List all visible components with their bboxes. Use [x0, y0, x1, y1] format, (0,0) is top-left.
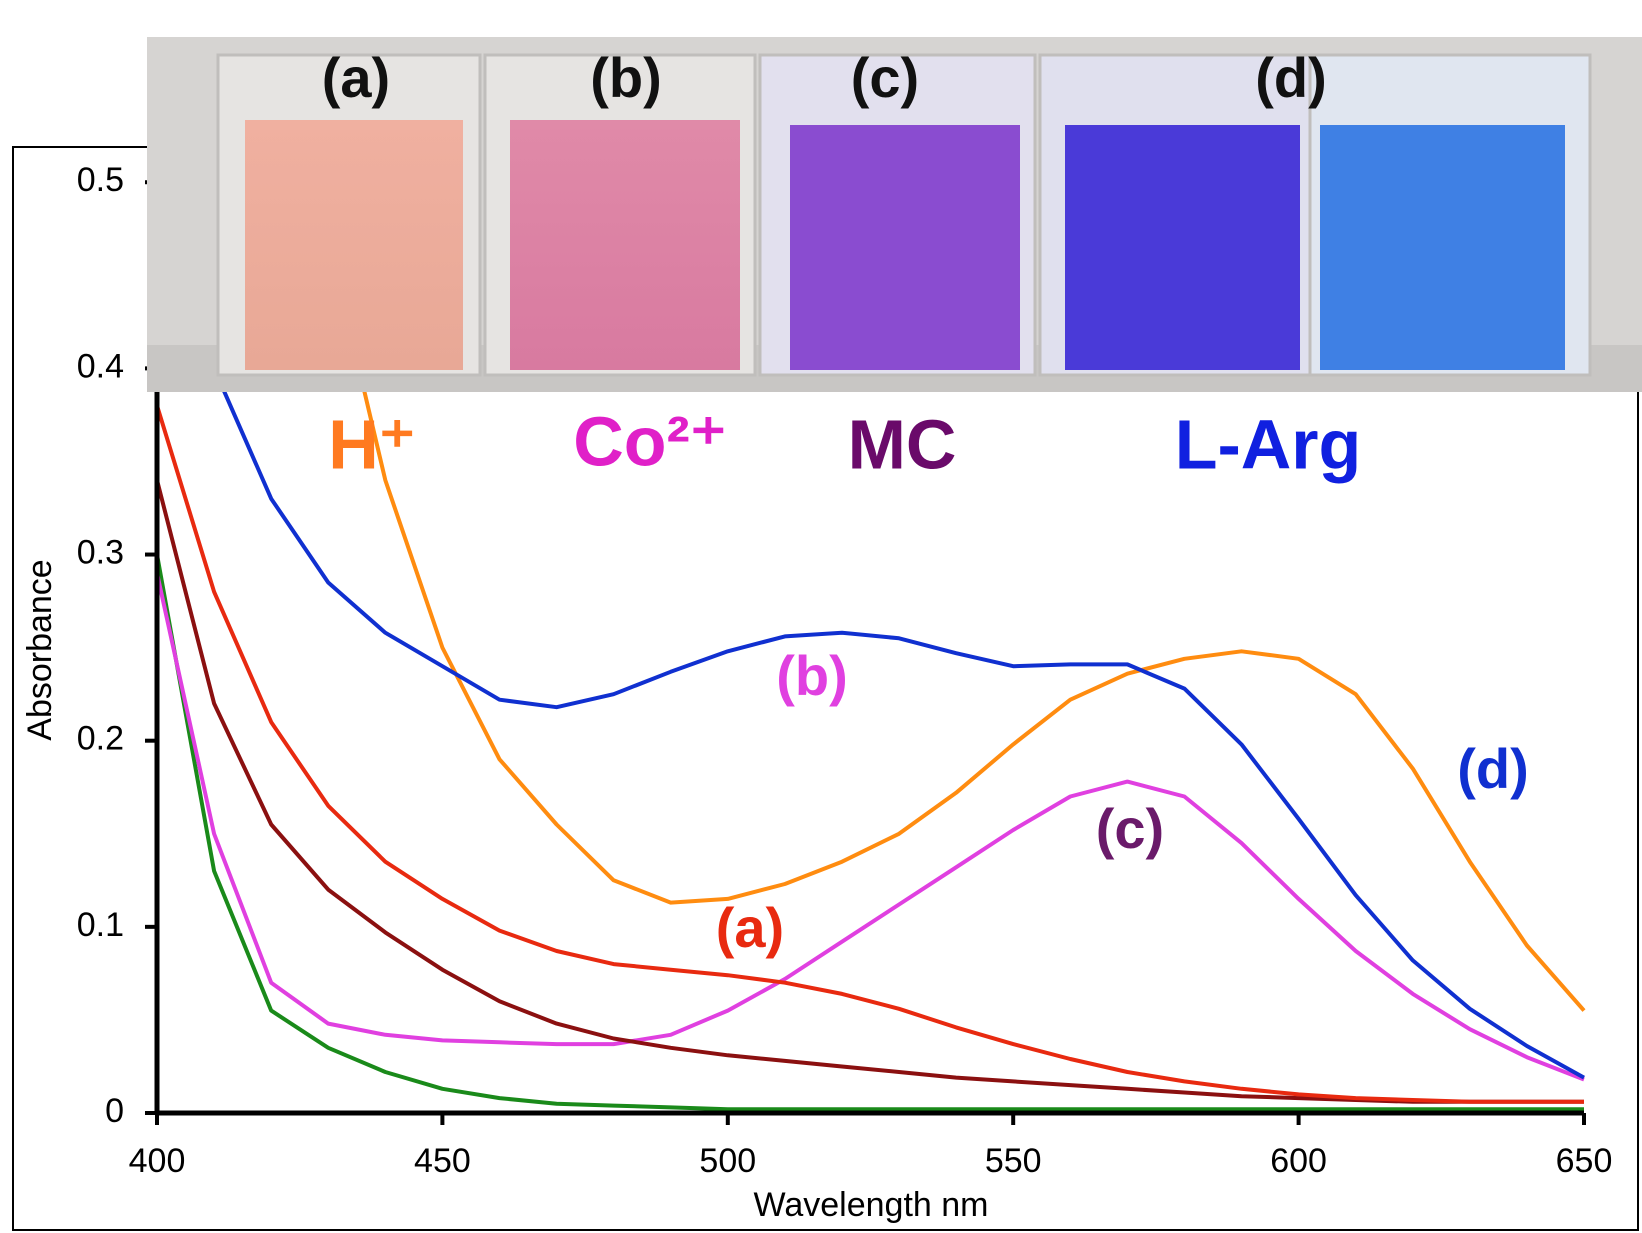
x-tick-label: 550: [985, 1142, 1042, 1180]
x-tick-label: 500: [699, 1142, 756, 1180]
x-tick-label: 650: [1556, 1142, 1613, 1180]
series-line: [326, 237, 1586, 1012]
curve-label: (d): [1457, 737, 1529, 800]
y-tick-label: 0.4: [77, 347, 124, 385]
curve-label: (c): [1096, 797, 1164, 860]
y-tick-label: 0: [105, 1092, 124, 1130]
x-tick-label: 450: [414, 1142, 471, 1180]
cuvette-label: (c): [851, 46, 919, 109]
x-axis-label: Wavelength nm: [754, 1186, 989, 1224]
species-label: MC: [848, 405, 957, 483]
photo-inset: [147, 37, 1642, 392]
y-axis-label: Absorbance: [21, 559, 59, 740]
cuvette-label: (b): [590, 46, 662, 109]
curve-label: (a): [716, 896, 784, 959]
series-line: [155, 405, 1584, 1104]
solution: [1320, 125, 1565, 370]
cuvette-label: (a): [322, 46, 390, 109]
x-tick-label: 400: [129, 1142, 186, 1180]
solution: [245, 120, 463, 370]
species-label: L-Arg: [1175, 405, 1362, 483]
y-tick-label: 0.3: [77, 534, 124, 572]
series-line: [155, 572, 1585, 1082]
x-tick-label: 600: [1270, 1142, 1327, 1180]
plot-area: [155, 218, 1586, 1112]
y-tick-label: 0.2: [77, 720, 124, 758]
solution: [510, 120, 740, 370]
y-tick-label: 0.1: [77, 906, 124, 944]
solution: [790, 125, 1020, 370]
series-line: [155, 554, 1584, 1112]
species-label: Co²⁺: [573, 402, 727, 480]
solution: [1065, 125, 1300, 370]
series-line: [155, 218, 1585, 1080]
y-tick-label: 0.5: [77, 161, 124, 199]
species-label: H⁺: [328, 405, 416, 483]
series-line: [155, 479, 1584, 1104]
curve-label: (b): [776, 644, 848, 707]
cuvette-label: (d): [1255, 46, 1327, 109]
